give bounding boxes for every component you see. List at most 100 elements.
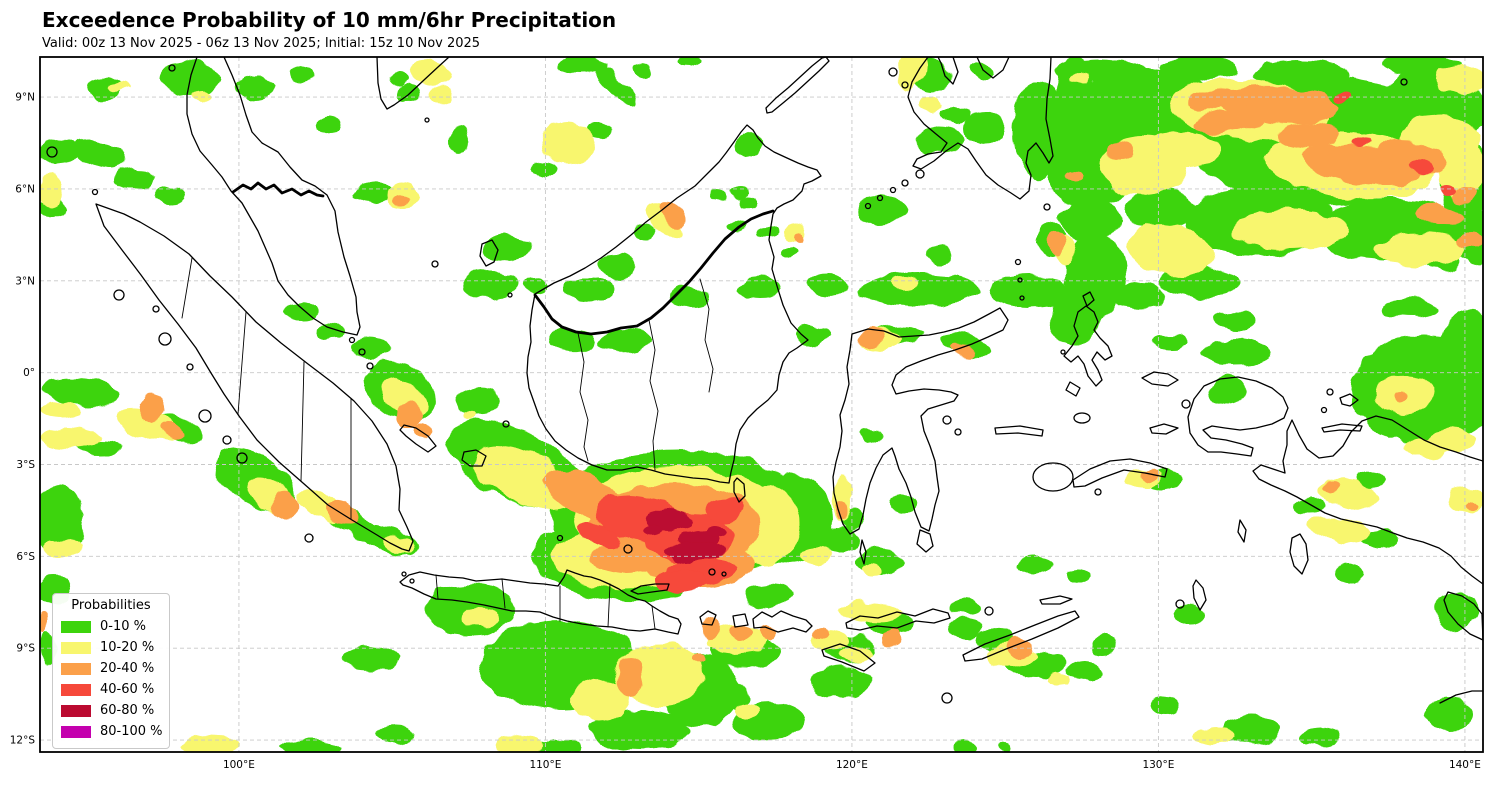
precip-region-0-10 bbox=[633, 224, 657, 240]
precip-region-0-10 bbox=[565, 278, 615, 302]
precip-region-10-20 bbox=[1195, 727, 1235, 743]
precip-region-60-80 bbox=[706, 526, 726, 538]
precip-region-0-10 bbox=[1067, 660, 1103, 680]
precip-region-0-10 bbox=[290, 66, 314, 82]
precip-region-20-40 bbox=[326, 500, 358, 524]
legend-entry-40-60: 40-60 % bbox=[59, 679, 163, 700]
precip-region-0-10 bbox=[1433, 592, 1477, 628]
precip-region-0-10 bbox=[1425, 700, 1475, 730]
precip-region-0-10 bbox=[586, 121, 614, 139]
precip-region-0-10 bbox=[72, 140, 128, 170]
precip-region-10-20 bbox=[460, 608, 500, 628]
tick-label: 130°E bbox=[1142, 759, 1174, 771]
precip-region-0-10 bbox=[1150, 695, 1180, 715]
coast-obi bbox=[1073, 412, 1091, 424]
legend-swatch-10-20 bbox=[61, 641, 91, 654]
plot-frame bbox=[39, 56, 1484, 753]
precip-region-20-40 bbox=[410, 424, 430, 440]
precip-region-0-10 bbox=[1125, 190, 1195, 230]
coast-bacan bbox=[1065, 381, 1081, 397]
precip-region-0-10 bbox=[818, 528, 858, 552]
precip-region-10-20 bbox=[44, 538, 80, 558]
precip-region-0-10 bbox=[316, 115, 344, 133]
precip-region-40-60 bbox=[579, 522, 621, 548]
precip-region-20-40 bbox=[1195, 106, 1265, 134]
coast-kai bbox=[1237, 519, 1247, 543]
coast-borneo bbox=[526, 124, 822, 484]
precip-region-0-10 bbox=[951, 600, 979, 614]
precip-region-40-60 bbox=[655, 570, 705, 590]
precip-region-20-40 bbox=[40, 613, 48, 631]
precip-region-40-60 bbox=[1440, 185, 1456, 195]
legend-label: 60-80 % bbox=[100, 703, 155, 718]
legend-label: 80-100 % bbox=[100, 724, 163, 739]
precip-region-0-10 bbox=[523, 277, 547, 293]
precip-region-20-40 bbox=[1325, 483, 1339, 493]
precip-region-0-10 bbox=[990, 276, 1070, 308]
precip-region-0-10 bbox=[1154, 334, 1190, 350]
coast-sumba bbox=[821, 643, 876, 672]
precip-region-10-20 bbox=[897, 57, 927, 90]
precip-region-10-20 bbox=[192, 91, 212, 101]
coast-morotai bbox=[1082, 291, 1095, 307]
legend-label: 40-60 % bbox=[100, 682, 155, 697]
precip-region-10-20 bbox=[570, 680, 630, 720]
tick-label: 100°E bbox=[223, 759, 255, 771]
precip-region-0-10 bbox=[1115, 281, 1165, 309]
precip-region-20-40 bbox=[858, 330, 886, 346]
precip-region-10-20 bbox=[180, 735, 240, 752]
precip-region-0-10 bbox=[237, 77, 273, 99]
precip-region-40-60 bbox=[705, 498, 745, 522]
precip-region-10-20 bbox=[1375, 234, 1465, 266]
legend-title: Probabilities bbox=[71, 598, 151, 613]
coast-yapen bbox=[1321, 423, 1363, 433]
valid-time-subtitle: Valid: 00z 13 Nov 2025 - 06z 13 Nov 2025… bbox=[42, 36, 481, 51]
precip-region-0-10 bbox=[758, 226, 778, 238]
precip-region-10-20 bbox=[1310, 517, 1370, 543]
precip-region-0-10 bbox=[1068, 569, 1092, 581]
precip-region-20-40 bbox=[1185, 88, 1235, 112]
legend-entry-20-40: 20-40 % bbox=[59, 658, 163, 679]
coast-buru bbox=[1032, 462, 1074, 492]
page-title: Exceedence Probability of 10 mm/6hr Prec… bbox=[42, 8, 617, 32]
precip-region-20-40 bbox=[1453, 188, 1477, 202]
precip-region-20-40 bbox=[1065, 170, 1081, 182]
tick-label: 140°E bbox=[1449, 759, 1481, 771]
coast-new-guinea bbox=[1252, 415, 1483, 585]
precip-region-20-40 bbox=[951, 344, 975, 358]
precip-region-10-20 bbox=[862, 564, 882, 576]
tick-label: 120°E bbox=[836, 759, 868, 771]
precip-region-0-10 bbox=[598, 254, 638, 278]
y-axis-tick-labels: 9°N 6°N 3°N 0° 3°S 6°S 9°S 12°S bbox=[10, 92, 36, 747]
precip-region-10-20 bbox=[1435, 65, 1483, 95]
coast-waigeo bbox=[1141, 371, 1179, 387]
precip-region-20-40 bbox=[1280, 123, 1340, 147]
precip-region-0-10 bbox=[40, 140, 78, 164]
coast-mindanao bbox=[907, 57, 1054, 200]
precip-region-0-10 bbox=[1093, 637, 1117, 653]
legend-label: 20-40 % bbox=[100, 661, 155, 676]
precip-region-0-10 bbox=[352, 182, 392, 204]
precip-region-10-20 bbox=[893, 279, 917, 291]
precip-region-0-10 bbox=[40, 485, 85, 555]
precip-region-20-40 bbox=[1105, 140, 1135, 160]
precip-region-20-40 bbox=[883, 632, 903, 648]
precip-region-0-10 bbox=[1220, 716, 1280, 744]
precip-region-0-10 bbox=[738, 276, 782, 300]
precip-region-20-40 bbox=[138, 394, 166, 422]
precip-region-10-20 bbox=[647, 202, 683, 238]
precip-region-0-10 bbox=[915, 126, 965, 154]
precip-region-0-10 bbox=[926, 246, 954, 264]
precip-region-0-10 bbox=[940, 107, 970, 123]
precip-region-0-10 bbox=[1215, 310, 1255, 330]
tick-label: 3°S bbox=[16, 459, 35, 471]
precip-region-0-10 bbox=[115, 168, 155, 188]
precip-region-0-10 bbox=[390, 73, 410, 87]
precip-region-0-10 bbox=[155, 187, 185, 205]
precip-region-0-10 bbox=[452, 126, 468, 154]
precip-region-10-20 bbox=[40, 428, 100, 448]
precip-region-0-10 bbox=[810, 666, 870, 698]
tick-label: 6°N bbox=[15, 183, 35, 195]
precip-region-0-10 bbox=[678, 57, 702, 65]
